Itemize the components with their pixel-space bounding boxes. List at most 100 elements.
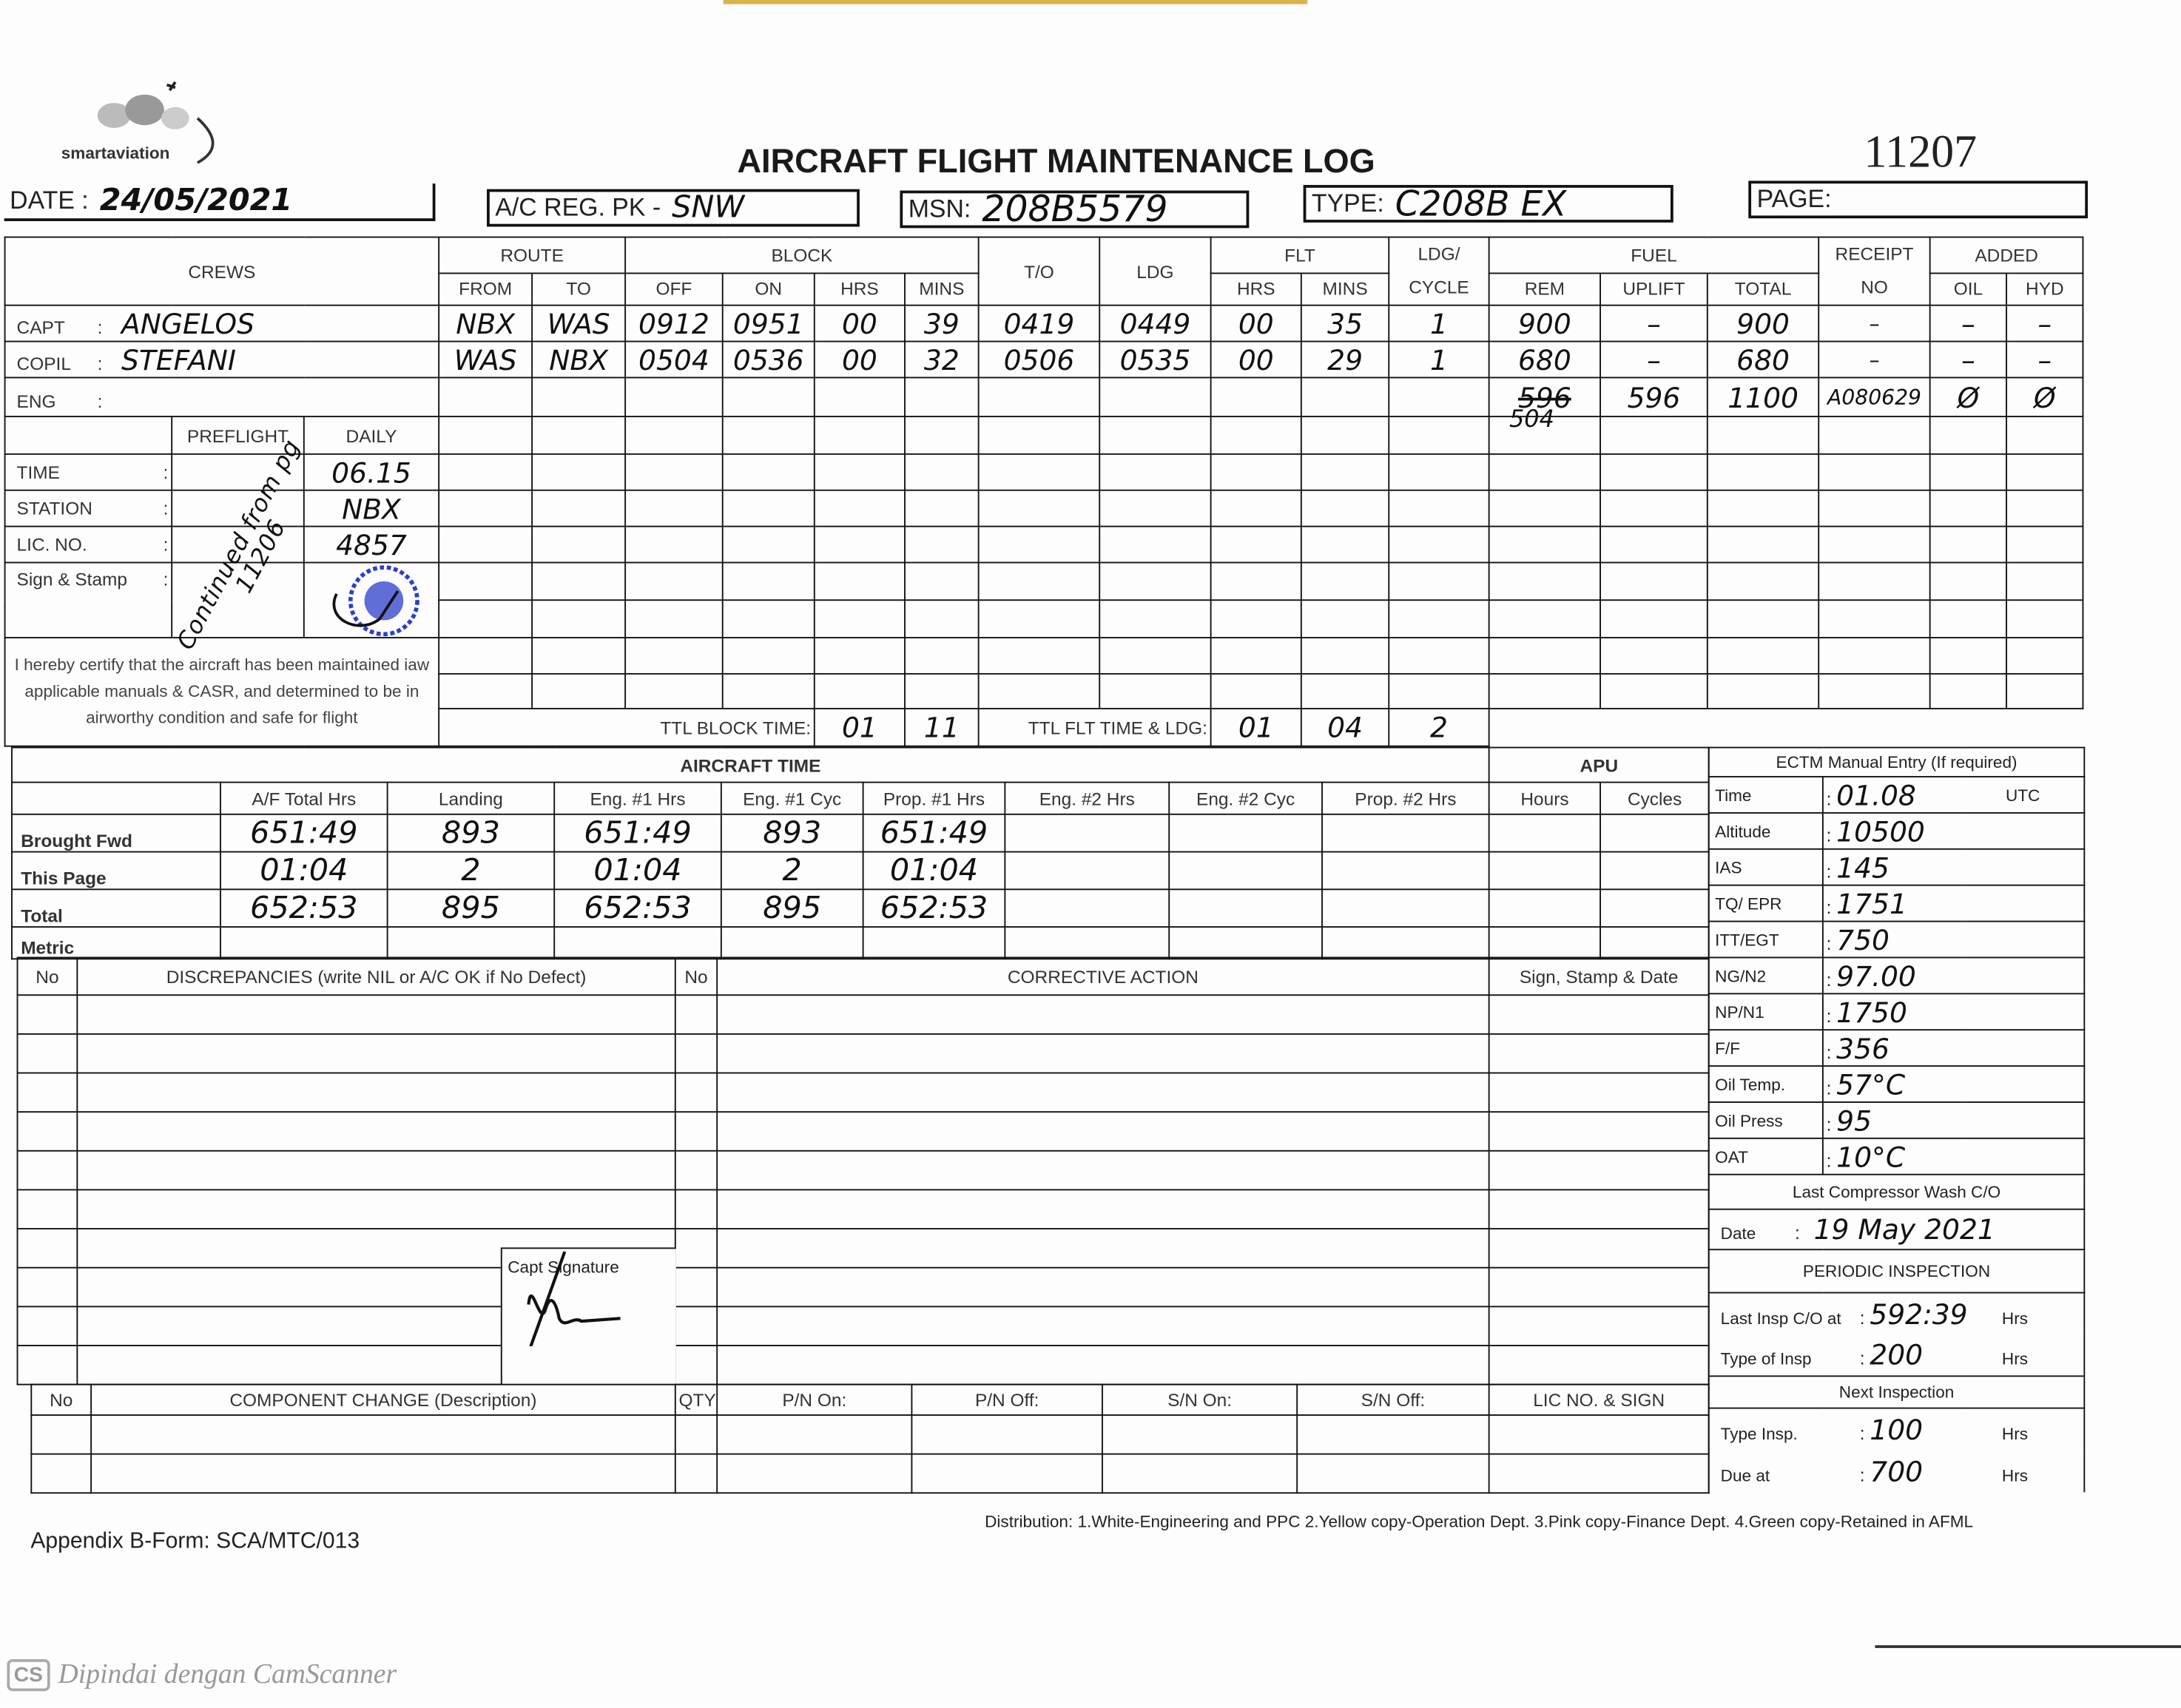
component-change-entry-cell[interactable] bbox=[30, 1414, 92, 1455]
discrepancy-entry-cell[interactable] bbox=[674, 1345, 718, 1385]
date-field[interactable]: DATE : 24/05/2021 bbox=[4, 183, 436, 221]
empty-cell[interactable] bbox=[2006, 637, 2084, 675]
empty-cell[interactable] bbox=[977, 489, 1101, 527]
leg-receipt[interactable]: – bbox=[1818, 340, 1931, 379]
empty-cell[interactable] bbox=[1300, 416, 1390, 455]
discrepancy-entry-cell[interactable] bbox=[1488, 1072, 1710, 1113]
leg-flt-mins[interactable] bbox=[1300, 377, 1390, 418]
empty-cell[interactable] bbox=[1929, 561, 2008, 601]
discrepancy-entry-cell[interactable] bbox=[1488, 1345, 1710, 1385]
empty-cell[interactable] bbox=[438, 489, 533, 527]
leg-from[interactable]: NBX bbox=[438, 304, 533, 342]
empty-cell[interactable] bbox=[1599, 672, 1708, 709]
leg-mins[interactable] bbox=[904, 377, 980, 418]
empty-cell[interactable] bbox=[2006, 525, 2084, 564]
empty-cell[interactable] bbox=[1599, 416, 1708, 455]
leg-mins[interactable]: 39 bbox=[904, 304, 980, 342]
aircraft-time-value[interactable] bbox=[553, 926, 722, 960]
compressor-wash-date[interactable]: Date:19 May 2021 bbox=[1708, 1208, 2086, 1251]
discrepancy-entry-cell[interactable] bbox=[16, 1266, 78, 1308]
discrepancy-entry-cell[interactable] bbox=[1488, 994, 1710, 1035]
preflight-sign-cell[interactable] bbox=[171, 561, 305, 638]
discrepancy-entry-cell[interactable] bbox=[716, 1150, 1490, 1191]
discrepancy-entry-cell[interactable] bbox=[1488, 1189, 1710, 1230]
empty-cell[interactable] bbox=[1599, 525, 1708, 564]
empty-cell[interactable] bbox=[904, 599, 980, 638]
leg-oil[interactable]: Ø bbox=[1929, 377, 2008, 418]
empty-cell[interactable] bbox=[1488, 561, 1602, 601]
aircraft-time-value[interactable] bbox=[220, 926, 388, 960]
leg-mins[interactable]: 32 bbox=[904, 340, 980, 379]
component-change-entry-cell[interactable] bbox=[1296, 1453, 1490, 1494]
total-landings[interactable]: 2 bbox=[1388, 707, 1490, 747]
aircraft-time-value[interactable]: 651:49 bbox=[220, 813, 388, 853]
component-change-entry-cell[interactable] bbox=[911, 1414, 1103, 1455]
component-change-entry-cell[interactable] bbox=[716, 1414, 913, 1455]
discrepancy-entry-cell[interactable] bbox=[76, 1150, 676, 1191]
empty-cell[interactable] bbox=[1099, 599, 1212, 638]
component-change-entry-cell[interactable] bbox=[674, 1453, 718, 1494]
leg-off[interactable]: 0504 bbox=[624, 340, 724, 379]
empty-cell[interactable] bbox=[1599, 453, 1708, 491]
empty-cell[interactable] bbox=[1300, 489, 1390, 527]
empty-cell[interactable] bbox=[721, 599, 815, 638]
empty-cell[interactable] bbox=[438, 453, 533, 491]
empty-cell[interactable] bbox=[1818, 489, 1931, 527]
leg-uplift[interactable]: – bbox=[1599, 304, 1708, 342]
empty-cell[interactable] bbox=[1929, 416, 2008, 455]
leg-flt-hrs[interactable]: 00 bbox=[1210, 304, 1302, 342]
empty-cell[interactable] bbox=[1210, 416, 1302, 455]
empty-cell[interactable] bbox=[904, 416, 980, 455]
empty-cell[interactable] bbox=[904, 525, 980, 564]
aircraft-time-value[interactable] bbox=[1168, 926, 1323, 960]
leg-off[interactable] bbox=[624, 377, 724, 418]
aircraft-time-value[interactable]: 893 bbox=[720, 813, 864, 853]
leg-cycle[interactable]: 1 bbox=[1388, 304, 1490, 342]
aircraft-time-value[interactable] bbox=[386, 926, 556, 960]
discrepancy-entry-cell[interactable] bbox=[1488, 1111, 1710, 1152]
discrepancy-entry-cell[interactable] bbox=[1488, 1033, 1710, 1074]
empty-cell[interactable] bbox=[531, 599, 627, 638]
discrepancy-entry-cell[interactable] bbox=[674, 1189, 718, 1230]
empty-cell[interactable] bbox=[531, 672, 627, 709]
daily-cell[interactable]: 4857 bbox=[303, 525, 440, 564]
leg-total[interactable]: 680 bbox=[1706, 340, 1820, 379]
aircraft-time-value[interactable] bbox=[1004, 888, 1170, 928]
aircraft-time-value[interactable]: 01:04 bbox=[220, 851, 388, 891]
empty-cell[interactable] bbox=[813, 561, 906, 601]
discrepancy-entry-cell[interactable] bbox=[1488, 1150, 1710, 1191]
empty-cell[interactable] bbox=[1929, 453, 2008, 491]
leg-flt-mins[interactable]: 35 bbox=[1300, 304, 1390, 342]
empty-cell[interactable] bbox=[1210, 599, 1302, 638]
leg-oil[interactable]: – bbox=[1929, 304, 2008, 342]
empty-cell[interactable] bbox=[813, 489, 906, 527]
next-inspection-row[interactable]: Type Insp.: 100 Hrs bbox=[1708, 1408, 2086, 1451]
component-change-entry-cell[interactable] bbox=[674, 1414, 718, 1455]
empty-cell[interactable] bbox=[813, 453, 906, 491]
discrepancy-entry-cell[interactable] bbox=[16, 1033, 78, 1074]
empty-cell[interactable] bbox=[904, 637, 980, 675]
ectm-value[interactable]: : 01.08 bbox=[1822, 776, 1962, 814]
leg-cycle[interactable]: 1 bbox=[1388, 340, 1490, 379]
empty-cell[interactable] bbox=[904, 453, 980, 491]
aircraft-time-value[interactable] bbox=[1004, 851, 1170, 891]
leg-cycle[interactable] bbox=[1388, 377, 1490, 418]
empty-cell[interactable] bbox=[1488, 416, 1602, 455]
empty-cell[interactable] bbox=[1488, 489, 1602, 527]
component-change-entry-cell[interactable] bbox=[716, 1453, 913, 1494]
ectm-value[interactable]: : 10500 bbox=[1822, 811, 1962, 850]
empty-cell[interactable] bbox=[2006, 489, 2084, 527]
leg-hyd[interactable]: Ø bbox=[2006, 377, 2084, 418]
empty-cell[interactable] bbox=[1300, 525, 1390, 564]
leg-rem[interactable]: 596 504 bbox=[1488, 377, 1602, 434]
empty-cell[interactable] bbox=[1818, 416, 1931, 455]
empty-cell[interactable] bbox=[1099, 416, 1212, 455]
empty-cell[interactable] bbox=[2006, 672, 2084, 709]
ectm-value[interactable]: : 356 bbox=[1822, 1029, 1962, 1067]
discrepancy-entry-cell[interactable] bbox=[716, 1266, 1490, 1308]
empty-cell[interactable] bbox=[1210, 489, 1302, 527]
discrepancy-entry-cell[interactable] bbox=[716, 1345, 1490, 1385]
aircraft-time-value[interactable] bbox=[1321, 926, 1490, 960]
leg-landing[interactable] bbox=[1099, 377, 1212, 418]
empty-cell[interactable] bbox=[1388, 672, 1490, 709]
